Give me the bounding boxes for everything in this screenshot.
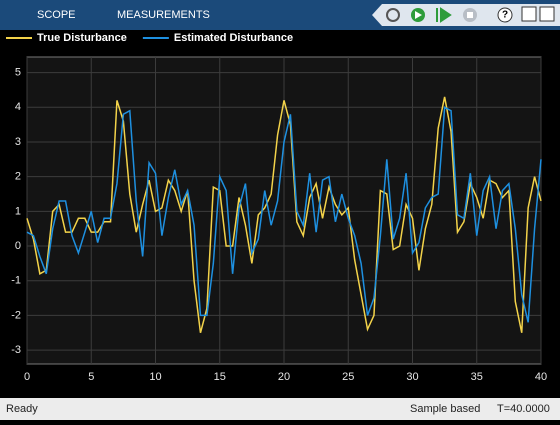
settings-button[interactable]	[521, 6, 537, 22]
highlight-button[interactable]	[386, 8, 400, 22]
help-icon: ?	[502, 10, 508, 21]
x-tick-label: 35	[471, 371, 483, 383]
y-tick-label: -1	[11, 275, 21, 287]
status-time: T=40.0000	[497, 403, 550, 415]
y-tick-label: -2	[11, 309, 21, 321]
y-tick-label: 5	[15, 67, 21, 79]
x-tick-label: 10	[149, 371, 161, 383]
x-tick-label: 40	[535, 371, 547, 383]
y-tick-label: 1	[15, 205, 21, 217]
y-tick-label: 2	[15, 171, 21, 183]
x-tick-label: 0	[24, 371, 30, 383]
x-tick-label: 15	[214, 371, 226, 383]
y-tick-label: 3	[15, 136, 21, 148]
y-tick-label: -3	[11, 344, 21, 356]
status-mode: Sample based	[410, 403, 480, 415]
x-tick-label: 30	[406, 371, 418, 383]
status-text: Ready	[6, 403, 38, 415]
series-line	[26, 106, 542, 323]
x-tick-label: 20	[278, 371, 290, 383]
legend-label: True Disturbance	[37, 32, 127, 44]
tab[interactable]: MEASUREMENTS	[117, 9, 210, 21]
help-button[interactable]	[497, 7, 513, 23]
run-icon	[415, 11, 422, 19]
tab[interactable]: SCOPE	[37, 9, 76, 21]
legend-label: Estimated Disturbance	[174, 32, 293, 44]
x-tick-label: 5	[88, 371, 94, 383]
status-bar	[0, 398, 560, 420]
series-line	[26, 96, 542, 333]
stop-icon	[467, 12, 473, 18]
x-tick-label: 25	[342, 371, 354, 383]
undock-button[interactable]	[539, 6, 555, 22]
y-tick-label: 4	[15, 101, 21, 113]
step-button[interactable]	[436, 7, 452, 23]
y-tick-label: 0	[15, 240, 21, 252]
